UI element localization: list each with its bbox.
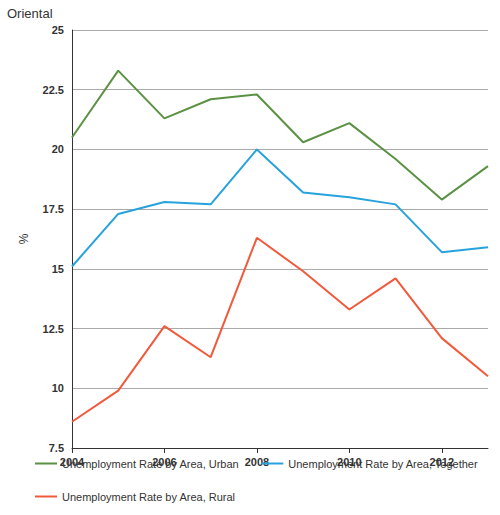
svg-text:Unemployment Rate by Area, Urb: Unemployment Rate by Area, Urban: [62, 458, 239, 470]
svg-text:Unemployment Rate by Area, Rur: Unemployment Rate by Area, Rural: [62, 491, 235, 503]
svg-text:12.5: 12.5: [43, 323, 64, 335]
svg-text:17.5: 17.5: [43, 203, 64, 215]
svg-text:15: 15: [52, 263, 64, 275]
svg-text:25: 25: [52, 24, 64, 36]
svg-text:Oriental: Oriental: [7, 6, 53, 21]
svg-text:2008: 2008: [245, 456, 269, 468]
svg-text:7.5: 7.5: [49, 442, 64, 454]
svg-text:20: 20: [52, 143, 64, 155]
svg-text:Unemployment Rate by Area, Tog: Unemployment Rate by Area, Together: [288, 458, 478, 470]
svg-text:22.5: 22.5: [43, 84, 64, 96]
svg-text:%: %: [17, 233, 31, 244]
svg-text:10: 10: [52, 382, 64, 394]
